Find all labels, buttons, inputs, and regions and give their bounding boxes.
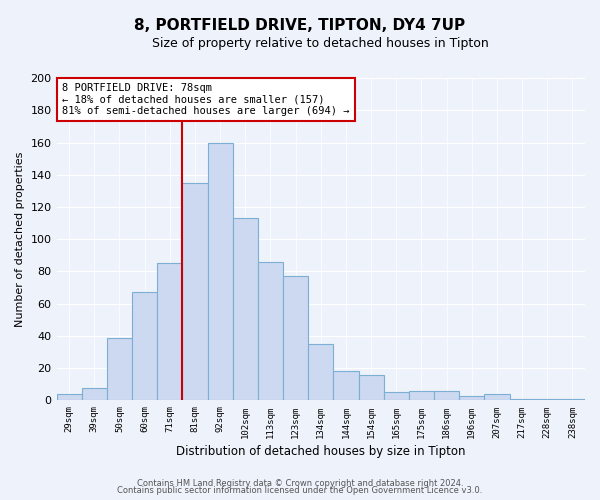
Bar — [560, 399, 585, 400]
Bar — [509, 399, 535, 400]
Text: Contains HM Land Registry data © Crown copyright and database right 2024.: Contains HM Land Registry data © Crown c… — [137, 478, 463, 488]
Text: 8 PORTFIELD DRIVE: 78sqm
← 18% of detached houses are smaller (157)
81% of semi-: 8 PORTFIELD DRIVE: 78sqm ← 18% of detach… — [62, 83, 349, 116]
Text: 8, PORTFIELD DRIVE, TIPTON, DY4 7UP: 8, PORTFIELD DRIVE, TIPTON, DY4 7UP — [134, 18, 466, 32]
Bar — [459, 396, 484, 400]
Title: Size of property relative to detached houses in Tipton: Size of property relative to detached ho… — [152, 38, 489, 51]
Text: Contains public sector information licensed under the Open Government Licence v3: Contains public sector information licen… — [118, 486, 482, 495]
X-axis label: Distribution of detached houses by size in Tipton: Distribution of detached houses by size … — [176, 444, 466, 458]
Bar — [56, 394, 82, 400]
Bar — [107, 338, 132, 400]
Y-axis label: Number of detached properties: Number of detached properties — [15, 152, 25, 327]
Bar — [132, 292, 157, 401]
Bar — [383, 392, 409, 400]
Bar — [258, 262, 283, 400]
Bar — [334, 372, 359, 400]
Bar — [409, 391, 434, 400]
Bar — [208, 142, 233, 400]
Bar — [82, 388, 107, 400]
Bar — [233, 218, 258, 400]
Bar — [359, 374, 383, 400]
Bar — [182, 183, 208, 400]
Bar — [484, 394, 509, 400]
Bar — [535, 399, 560, 400]
Bar — [434, 391, 459, 400]
Bar — [308, 344, 334, 401]
Bar — [157, 264, 182, 400]
Bar — [283, 276, 308, 400]
